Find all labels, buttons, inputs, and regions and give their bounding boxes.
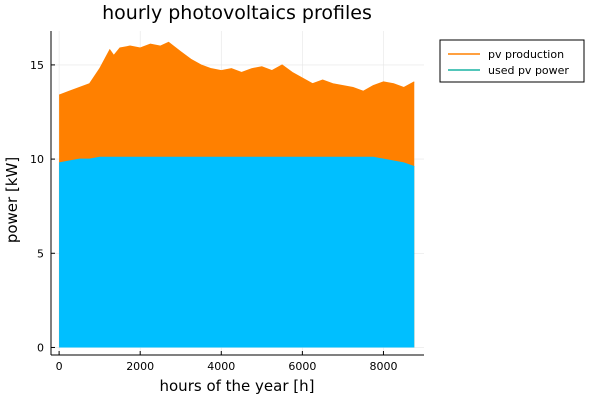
series-layer <box>58 41 415 348</box>
legend-label-pv-production: pv production <box>488 48 564 61</box>
series-line-pv-production <box>58 41 415 96</box>
series-area-used-pv-power <box>59 157 415 348</box>
y-tick-label: 10 <box>30 153 44 166</box>
x-tick-label: 0 <box>56 360 63 373</box>
y-tick-label: 5 <box>37 247 44 260</box>
y-ticks: 0 5 10 15 <box>30 59 55 354</box>
series-line-used-pv-power <box>59 156 415 168</box>
x-tick-label: 6000 <box>288 360 316 373</box>
y-axis-title: power [kW] <box>3 157 21 243</box>
y-tick-label: 15 <box>30 59 44 72</box>
x-tick-label: 8000 <box>369 360 397 373</box>
chart-title: hourly photovoltaics profiles <box>102 2 372 24</box>
legend-label-used-pv-power: used pv power <box>488 64 569 77</box>
legend: pv production used pv power <box>439 39 585 83</box>
legend-box <box>439 39 585 83</box>
x-tick-label: 2000 <box>126 360 154 373</box>
x-ticks: 0 2000 4000 6000 8000 <box>56 351 397 373</box>
y-tick-label: 0 <box>37 341 44 354</box>
x-axis-title: hours of the year [h] <box>160 377 315 395</box>
x-tick-label: 4000 <box>207 360 235 373</box>
axes <box>50 31 424 356</box>
